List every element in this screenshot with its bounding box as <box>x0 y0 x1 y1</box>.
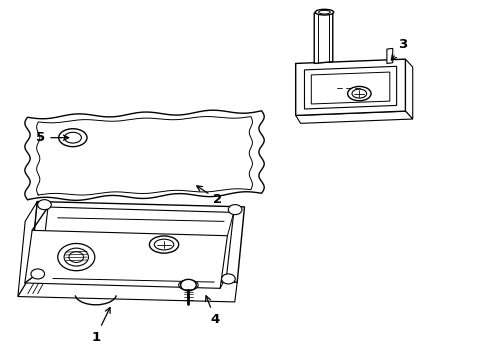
Ellipse shape <box>64 132 81 143</box>
Circle shape <box>221 274 235 284</box>
Polygon shape <box>386 48 392 63</box>
Polygon shape <box>314 12 332 63</box>
Polygon shape <box>18 277 237 302</box>
Polygon shape <box>295 111 412 123</box>
Circle shape <box>38 200 51 210</box>
Ellipse shape <box>318 10 330 14</box>
Polygon shape <box>30 202 244 282</box>
Polygon shape <box>41 207 233 277</box>
Polygon shape <box>295 59 405 116</box>
Polygon shape <box>405 59 412 119</box>
Polygon shape <box>18 202 37 297</box>
Text: 5: 5 <box>36 131 68 144</box>
Ellipse shape <box>351 89 366 98</box>
Ellipse shape <box>315 9 333 15</box>
Circle shape <box>180 279 196 291</box>
Text: 1: 1 <box>91 307 110 343</box>
Text: 3: 3 <box>390 38 407 60</box>
Circle shape <box>228 204 242 215</box>
Ellipse shape <box>149 236 178 253</box>
Ellipse shape <box>178 280 198 290</box>
Ellipse shape <box>154 239 173 250</box>
Text: 2: 2 <box>196 186 222 206</box>
Polygon shape <box>304 66 396 109</box>
Ellipse shape <box>59 129 87 147</box>
Text: 4: 4 <box>205 296 220 326</box>
Ellipse shape <box>347 86 370 101</box>
Polygon shape <box>25 230 227 288</box>
Polygon shape <box>311 72 389 104</box>
Circle shape <box>31 269 44 279</box>
Polygon shape <box>25 110 264 200</box>
